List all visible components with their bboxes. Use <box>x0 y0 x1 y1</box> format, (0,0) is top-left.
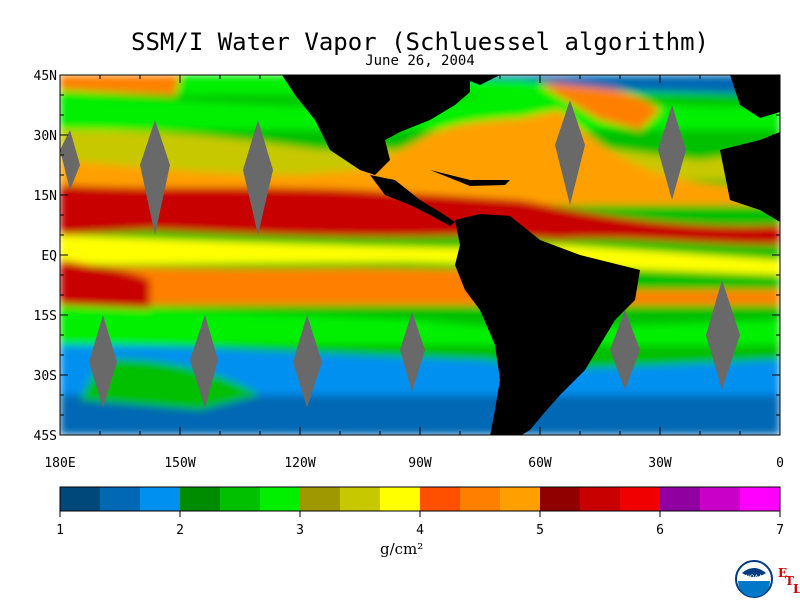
colorbar-swatch <box>260 487 301 511</box>
colorbar-swatch <box>340 487 381 511</box>
lon-tick-label: 0 <box>776 456 784 471</box>
lon-tick-label: 150W <box>164 456 195 471</box>
colorbar-swatch <box>60 487 101 511</box>
colorbar-tick-label: 6 <box>656 523 664 538</box>
colorbar-swatch <box>460 487 501 511</box>
lat-tick-label: 30S <box>34 369 57 384</box>
gap-swath <box>140 120 170 235</box>
lon-tick-label: 120W <box>284 456 315 471</box>
gap-swath <box>190 315 218 408</box>
colorbar-tick-label: 4 <box>416 523 424 538</box>
colorbar-swatch <box>420 487 461 511</box>
gap-swath <box>555 100 585 205</box>
lon-tick-label: 30W <box>648 456 672 471</box>
colorbar-tick-label: 2 <box>176 523 184 538</box>
colorbar-swatch <box>740 487 781 511</box>
lon-tick-label: 90W <box>408 456 432 471</box>
colorbar-unit: g/cm² <box>380 540 424 558</box>
noaa-logo: NOAA <box>735 560 773 598</box>
map-date: June 26, 2004 <box>365 53 475 69</box>
gap-swath <box>89 315 117 408</box>
map-title: SSM/I Water Vapor (Schluessel algorithm) <box>131 28 709 56</box>
colorbar: 1 2 3 4 5 6 7 <box>56 486 784 538</box>
lat-tick-label: 45S <box>34 429 57 444</box>
lat-tick-label: 45N <box>34 69 57 84</box>
gap-swath <box>243 120 273 235</box>
colorbar-tick-label: 3 <box>296 523 304 538</box>
svg-text:NOAA: NOAA <box>745 574 763 581</box>
colorbar-tick-label: 7 <box>776 523 784 538</box>
colorbar-swatch <box>660 487 701 511</box>
north-america <box>282 75 470 175</box>
colorbar-tick-label: 5 <box>536 523 544 538</box>
gap-swath <box>293 315 322 408</box>
greenland-edge <box>455 75 500 85</box>
etl-letter-l: L <box>793 582 800 596</box>
colorbar-swatch <box>300 487 341 511</box>
orbit-gaps <box>60 100 740 408</box>
africa <box>720 132 780 222</box>
gap-swath <box>400 312 425 392</box>
colorbar-swatch <box>140 487 181 511</box>
gap-swath <box>706 280 740 390</box>
gap-swath <box>610 310 640 390</box>
colorbar-swatch <box>380 487 421 511</box>
lat-tick-label: 15S <box>34 309 57 324</box>
south-america <box>455 214 640 435</box>
map-plot-area <box>60 75 780 435</box>
land-masses <box>282 75 780 435</box>
central-america <box>370 175 455 226</box>
lon-tick-label: 180E <box>44 456 75 471</box>
colorbar-swatch <box>580 487 621 511</box>
colorbar-swatch <box>220 487 261 511</box>
colorbar-swatch <box>500 487 541 511</box>
lon-tick-label: 60W <box>528 456 552 471</box>
lat-tick-label: 15N <box>34 189 57 204</box>
caribbean <box>430 170 510 186</box>
etl-letter-e: E <box>778 566 788 580</box>
colorbar-swatch <box>620 487 661 511</box>
longitude-axis: 180E 150W 120W 90W 60W 30W 0 <box>44 75 784 471</box>
gap-swath <box>60 130 80 190</box>
latitude-axis: 45N 30N 15N EQ 15S 30S 45S <box>34 69 780 444</box>
etl-letter-t: T <box>785 574 794 588</box>
lat-tick-label: EQ <box>41 249 57 264</box>
europe <box>730 75 780 118</box>
colorbar-tick-label: 1 <box>56 523 64 538</box>
lat-tick-label: 30N <box>34 129 57 144</box>
gap-swath <box>658 105 686 200</box>
colorbar-swatch <box>100 487 141 511</box>
colorbar-swatch <box>700 487 741 511</box>
colorbar-swatch <box>540 487 581 511</box>
colorbar-swatch <box>180 487 221 511</box>
